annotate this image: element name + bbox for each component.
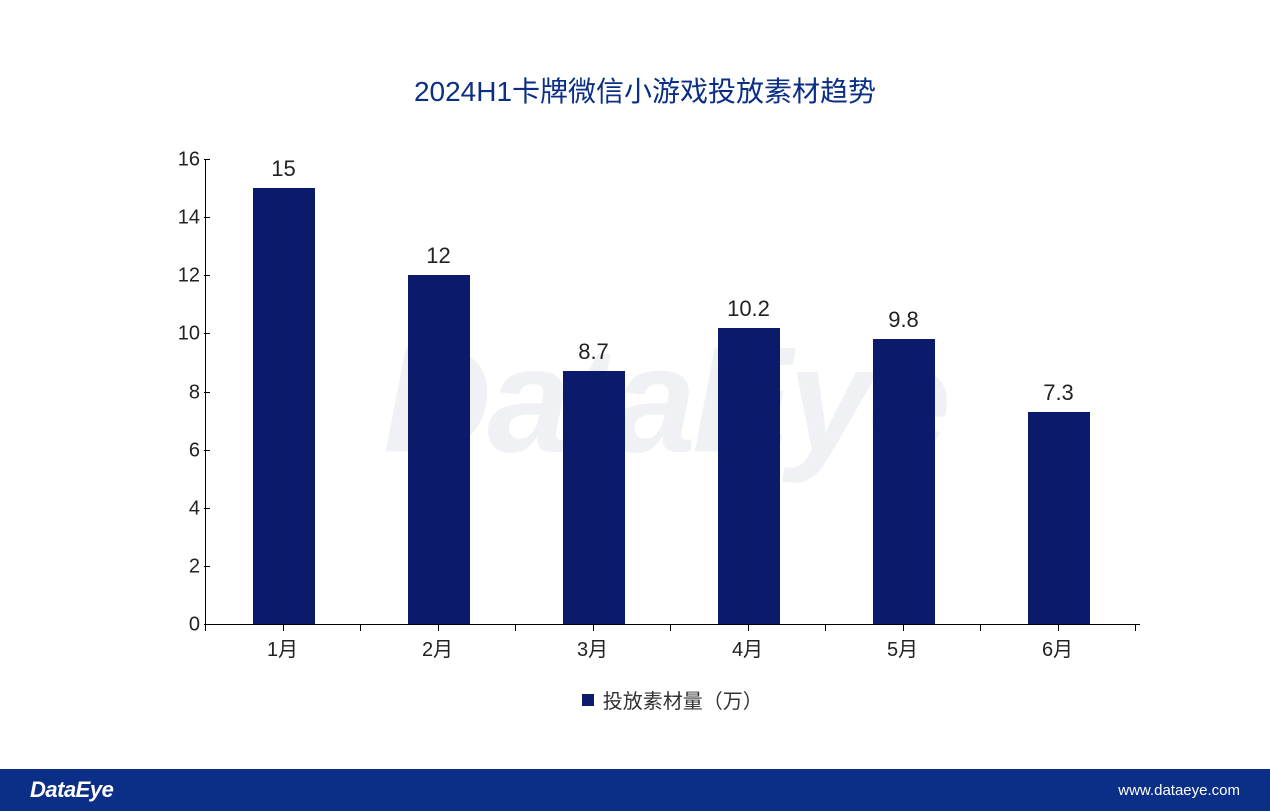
- y-tick-label: 16: [155, 149, 200, 172]
- y-tick-label: 0: [155, 614, 200, 637]
- legend-swatch: [582, 694, 594, 706]
- legend-label: 投放素材量（万）: [603, 691, 763, 713]
- x-tick-label: 5月: [825, 633, 980, 662]
- bar-group: 10.2: [671, 328, 826, 624]
- y-tick-label: 2: [155, 555, 200, 578]
- y-tick-label: 4: [155, 497, 200, 520]
- bar-value-label: 10.2: [671, 296, 826, 322]
- bar-value-label: 15: [206, 156, 361, 182]
- bar-value-label: 12: [361, 243, 516, 269]
- x-tick-mark: [283, 625, 284, 631]
- bar: [563, 371, 625, 624]
- bar-value-label: 7.3: [981, 380, 1136, 406]
- bar-group: 12: [361, 275, 516, 624]
- legend: 投放素材量（万）: [205, 685, 1140, 714]
- chart-title: 2024H1卡牌微信小游戏投放素材趋势: [150, 70, 1140, 110]
- bar-value-label: 8.7: [516, 339, 671, 365]
- bar-group: 7.3: [981, 412, 1136, 624]
- y-tick-label: 10: [155, 323, 200, 346]
- x-tick-mark: [748, 625, 749, 631]
- x-axis: 1月2月3月4月5月6月: [205, 625, 1140, 660]
- y-tick-label: 6: [155, 439, 200, 462]
- x-tick-mark: [438, 625, 439, 631]
- bar-group: 9.8: [826, 339, 981, 624]
- y-axis: 0246810121416: [155, 160, 200, 625]
- bar-chart: 2024H1卡牌微信小游戏投放素材趋势 0246810121416 15128.…: [150, 70, 1140, 720]
- x-tick-label: 6月: [980, 633, 1135, 662]
- footer-bar: DataEye www.dataeye.com: [0, 769, 1270, 811]
- bar: [873, 339, 935, 624]
- footer-logo: DataEye: [30, 777, 113, 803]
- x-tick-mark: [515, 625, 516, 631]
- bar: [718, 328, 780, 624]
- x-tick-mark: [980, 625, 981, 631]
- y-tick-label: 12: [155, 265, 200, 288]
- x-tick-label: 2月: [360, 633, 515, 662]
- x-tick-label: 4月: [670, 633, 825, 662]
- x-tick-label: 1月: [205, 633, 360, 662]
- bar-value-label: 9.8: [826, 307, 981, 333]
- x-tick-mark: [360, 625, 361, 631]
- plot-area: 0246810121416 15128.710.29.87.3: [205, 160, 1140, 625]
- bars-region: 15128.710.29.87.3: [205, 160, 1140, 625]
- y-tick-label: 8: [155, 381, 200, 404]
- x-tick-label: 3月: [515, 633, 670, 662]
- y-tick-label: 14: [155, 207, 200, 230]
- x-tick-mark: [670, 625, 671, 631]
- x-tick-mark: [205, 625, 206, 631]
- bar-group: 8.7: [516, 371, 671, 624]
- x-tick-mark: [1058, 625, 1059, 631]
- footer-url: www.dataeye.com: [1118, 782, 1240, 799]
- x-tick-mark: [1135, 625, 1136, 631]
- x-tick-mark: [903, 625, 904, 631]
- bar: [1028, 412, 1090, 624]
- x-tick-mark: [825, 625, 826, 631]
- bar: [408, 275, 470, 624]
- bar-group: 15: [206, 188, 361, 624]
- x-tick-mark: [593, 625, 594, 631]
- bar: [253, 188, 315, 624]
